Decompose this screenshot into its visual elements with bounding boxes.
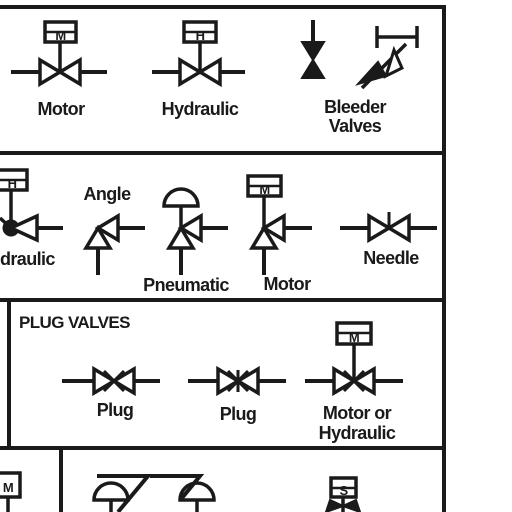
hydraulic-angle-valve-partial: H [0, 168, 63, 243]
hydraulic-plug-label: Hydraulic [319, 423, 396, 443]
plug-valve-2 [188, 365, 286, 397]
hydraulic-operated-valve: H [152, 20, 245, 88]
bottom-solenoid-letter: S [339, 483, 348, 498]
angle-label: Angle [83, 184, 131, 204]
motor-operated-valve: M [11, 20, 107, 88]
needle-label: Needle [363, 248, 419, 268]
hydraulic-label: Hydraulic [162, 99, 239, 119]
bleeder-label-line2: Valves [329, 116, 382, 136]
plug-label-2: Plug [220, 404, 257, 424]
motor-angle-label: Motor [264, 274, 312, 294]
motor-or-label: Motor or [323, 403, 392, 423]
angle-motor-actuator-letter: M [259, 182, 269, 197]
motor-label: Motor [38, 99, 86, 119]
bleeder-valve-straight [300, 20, 326, 79]
angle-valve [82, 212, 145, 275]
motor-or-hydraulic-plug-valve: M [305, 321, 403, 397]
pneumatic-angle-valve [162, 187, 228, 275]
motor-actuator-letter: M [55, 28, 65, 43]
bottom-left-actuator-letter: M [3, 480, 13, 495]
plug-motor-actuator-letter: M [349, 330, 359, 345]
bleeder-label-line1: Bleeder [324, 97, 386, 117]
hydraulic-actuator-letter: H [196, 28, 205, 43]
motor-angle-valve: M [246, 174, 312, 275]
bottom-left-actuator-partial: M [0, 471, 22, 512]
pneumatic-label: Pneumatic [143, 275, 229, 295]
plug-label-1: Plug [97, 400, 134, 420]
draulic-label: draulic [0, 249, 55, 269]
plug-valves-heading: PLUG VALVES [19, 313, 130, 332]
bleeder-valve-angled [354, 26, 419, 90]
diagram-frame [0, 5, 446, 512]
needle-valve [340, 212, 437, 244]
plug-valve-1 [62, 365, 160, 397]
hydraulic-left-actuator-letter: H [8, 176, 17, 191]
bottom-valve-pair [92, 474, 216, 512]
solenoid-valve-partial: S [324, 476, 362, 512]
